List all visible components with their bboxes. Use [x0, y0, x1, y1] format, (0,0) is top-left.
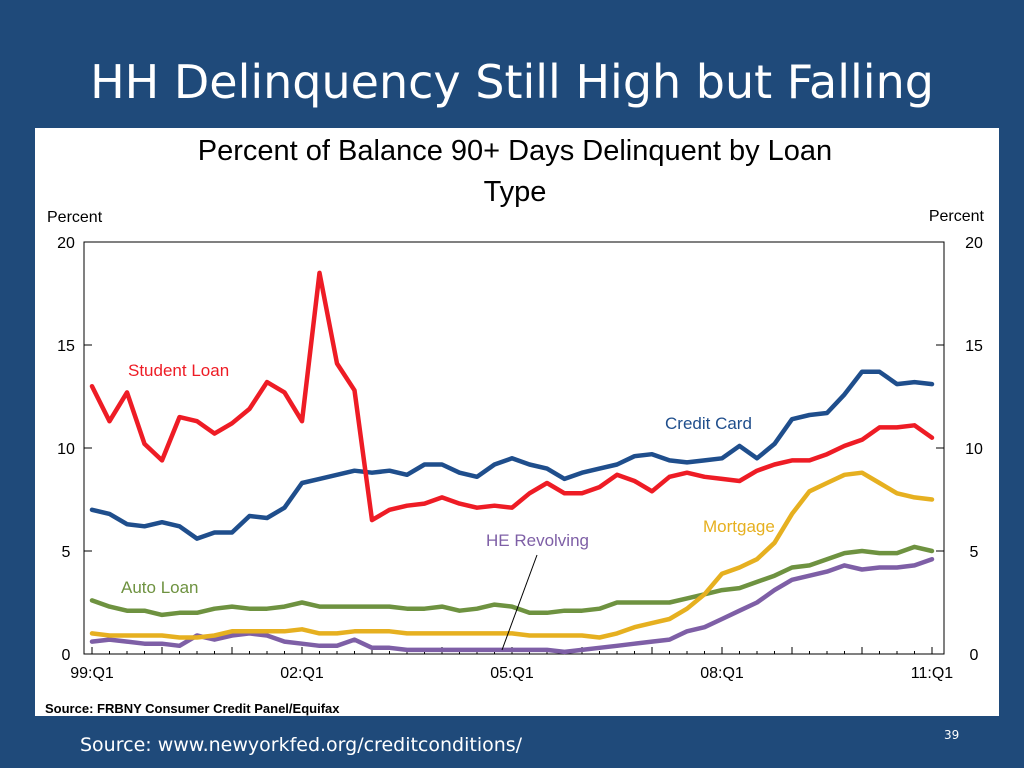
y-tick-label-left: 10 [57, 441, 75, 458]
chart-title-line-2: Type [484, 176, 547, 208]
x-axis-ticks: 99:Q1 02:Q1 05:Q1 08:Q1 11:Q1 [70, 647, 953, 682]
y-tick-label-left: 15 [57, 338, 75, 355]
series-annotations: Student Loan Credit Card Mortgage Auto Loan… [121, 361, 775, 597]
chart-panel: Percent of Balance 90+ Days Delinquent b… [35, 128, 999, 716]
source-link-text: Source: www.newyorkfed.org/creditconditi… [80, 734, 523, 756]
he-revolving-pointer [501, 554, 538, 651]
y-axis-ticks: 0 0 5 5 10 10 15 15 20 20 [57, 235, 983, 664]
chart-source-note: Source: FRBNY Consumer Credit Panel/Equi… [45, 701, 340, 716]
x-tick-label: 02:Q1 [280, 665, 324, 682]
y-tick-label-right: 0 [970, 647, 979, 664]
series-line-credit-card [89, 369, 935, 541]
y-axis-label-left: Percent [47, 209, 103, 226]
annotation-he-revolving: HE Revolving [486, 531, 589, 550]
y-tick-label-left: 5 [62, 544, 71, 561]
annotation-credit-card: Credit Card [665, 414, 752, 433]
y-tick-label-right: 20 [965, 235, 983, 252]
annotation-auto-loan: Auto Loan [121, 578, 199, 597]
y-axis-label-right: Percent [929, 208, 985, 225]
y-tick-label-right: 15 [965, 338, 983, 355]
plot-frame [83, 241, 945, 655]
series-line-student-loan [89, 270, 935, 523]
annotation-mortgage: Mortgage [703, 517, 775, 536]
x-tick-label: 08:Q1 [700, 665, 744, 682]
x-tick-label: 99:Q1 [70, 665, 114, 682]
y-tick-label-right: 10 [965, 441, 983, 458]
slide-title: HH Delinquency Still High but Falling [90, 55, 934, 109]
delinquency-chart: Percent of Balance 90+ Days Delinquent b… [45, 135, 985, 716]
y-tick-label-right: 5 [970, 544, 979, 561]
annotation-student-loan: Student Loan [128, 361, 229, 380]
series-line-auto-loan [89, 544, 935, 618]
x-tick-label: 05:Q1 [490, 665, 534, 682]
y-tick-label-left: 0 [62, 647, 71, 664]
series-line-mortgage [89, 470, 935, 640]
series-lines [89, 270, 935, 655]
page-number: 39 [944, 728, 960, 742]
x-tick-label: 11:Q1 [911, 665, 954, 682]
y-tick-label-left: 20 [57, 235, 75, 252]
series-line-he-revolving [89, 556, 935, 655]
chart-title-line-1: Percent of Balance 90+ Days Delinquent b… [198, 135, 832, 167]
